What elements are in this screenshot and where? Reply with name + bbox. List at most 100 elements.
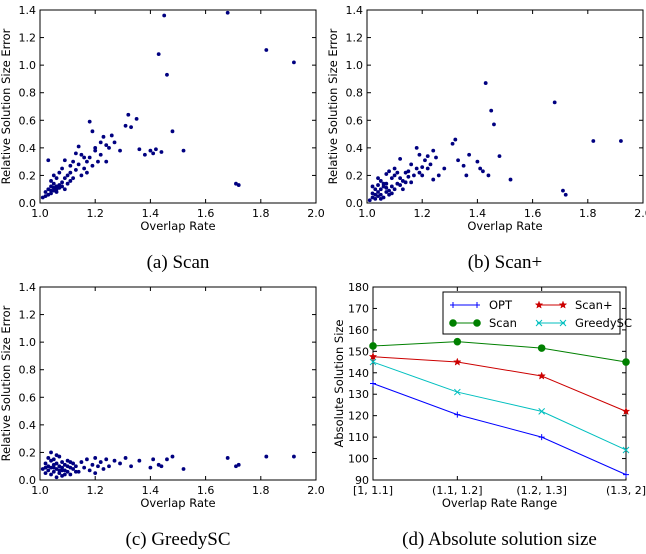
x-tick-label: 1.0 xyxy=(31,207,49,220)
panel-caption: (b) Scan+ xyxy=(468,252,543,273)
y-axis-label: Relative Solution Size Error xyxy=(326,28,340,184)
x-tick-label: 1.8 xyxy=(252,207,270,220)
data-point xyxy=(412,173,416,178)
data-point xyxy=(464,173,469,178)
data-point xyxy=(392,187,397,192)
data-point xyxy=(376,190,380,194)
data-point xyxy=(68,170,73,175)
data-point xyxy=(156,52,161,57)
data-point xyxy=(43,465,48,470)
data-point xyxy=(112,140,117,145)
data-point xyxy=(561,188,565,193)
y-tick-label: 0.6 xyxy=(346,114,364,127)
data-point xyxy=(73,469,78,474)
data-point xyxy=(51,465,56,470)
data-point xyxy=(450,141,455,146)
x-tick-label: (1.3, 2] xyxy=(606,484,646,497)
data-point xyxy=(497,154,502,159)
marker-star xyxy=(368,352,378,361)
x-tick-label: 1.0 xyxy=(31,484,49,497)
data-point xyxy=(82,155,87,160)
data-point xyxy=(51,181,56,186)
data-point xyxy=(87,468,92,473)
data-point xyxy=(159,150,164,154)
data-point xyxy=(60,468,64,473)
data-point xyxy=(90,462,95,467)
y-tick-label: 0.8 xyxy=(346,87,364,100)
data-point xyxy=(98,140,103,145)
plot-frame xyxy=(39,9,317,204)
data-point xyxy=(292,60,296,65)
chart-panel-3: 0.0 0.2 0.4 0.6 0.8 1.0 1.2 1.4 1.0 1.2 1.4 1.6 1.8 2… xyxy=(0,281,325,550)
data-point xyxy=(392,166,397,171)
data-point xyxy=(425,154,430,159)
data-point xyxy=(403,180,408,185)
data-point xyxy=(107,464,111,469)
data-point xyxy=(552,100,557,105)
data-point xyxy=(373,196,378,201)
data-point xyxy=(68,472,73,477)
data-point xyxy=(79,460,84,464)
chart-panel-2: 0.0 0.2 0.4 0.6 0.8 1.0 1.2 1.4 1.0 1.2 1.4 1.6 1.8 2… xyxy=(326,4,646,273)
data-point xyxy=(62,472,67,477)
data-point xyxy=(101,134,106,139)
data-point xyxy=(43,461,48,466)
y-tick-label: 1.4 xyxy=(19,4,37,17)
data-point xyxy=(389,191,394,196)
data-point xyxy=(93,456,98,460)
data-point xyxy=(398,176,403,181)
data-point xyxy=(73,168,78,172)
data-point xyxy=(159,464,164,469)
data-point xyxy=(129,464,133,469)
data-point xyxy=(54,453,59,458)
y-tick-label: 0.2 xyxy=(19,169,37,182)
data-point xyxy=(49,450,53,455)
data-point xyxy=(65,469,70,474)
scatter-points xyxy=(40,450,296,480)
data-point xyxy=(420,173,425,178)
series-opt xyxy=(370,380,629,478)
data-point xyxy=(104,457,109,462)
x-tick-label: 1.4 xyxy=(142,207,160,220)
data-point xyxy=(378,192,383,197)
data-point xyxy=(619,139,623,143)
y-tick-label: 0.8 xyxy=(19,364,37,377)
data-point xyxy=(475,159,480,164)
marker-x xyxy=(369,358,377,366)
data-point xyxy=(60,166,64,171)
data-point xyxy=(60,460,64,464)
data-point xyxy=(57,471,62,476)
data-point xyxy=(431,177,436,182)
marker-circle xyxy=(449,319,457,327)
data-point xyxy=(151,457,156,462)
marker-plus xyxy=(370,380,376,387)
scatter-points xyxy=(367,81,623,203)
series-line xyxy=(372,341,627,363)
data-point xyxy=(398,183,403,187)
data-point xyxy=(591,139,596,143)
x-tick-label: 1.4 xyxy=(469,207,487,220)
data-point xyxy=(60,465,64,470)
data-point xyxy=(85,159,89,164)
data-point xyxy=(481,169,485,174)
y-tick-label: 0.6 xyxy=(19,391,37,404)
data-point xyxy=(65,181,70,186)
y-tick-label: 0.4 xyxy=(19,142,37,155)
data-point xyxy=(68,163,73,168)
data-point xyxy=(76,162,81,167)
data-point xyxy=(49,179,53,183)
series-line xyxy=(372,361,627,451)
y-tick-label: 180 xyxy=(348,281,369,294)
data-point xyxy=(46,158,51,163)
y-tick-label: 1.0 xyxy=(19,59,37,72)
data-point xyxy=(126,112,131,117)
legend-label: GreedySC xyxy=(575,316,632,330)
x-axis-label: Overlap Rate Range xyxy=(442,496,557,510)
data-point xyxy=(486,173,491,178)
data-point xyxy=(54,176,59,181)
data-point xyxy=(49,472,53,477)
data-point xyxy=(170,129,175,134)
y-tick-label: 1.4 xyxy=(346,4,364,17)
data-point xyxy=(62,158,67,163)
marker-circle xyxy=(622,358,630,366)
